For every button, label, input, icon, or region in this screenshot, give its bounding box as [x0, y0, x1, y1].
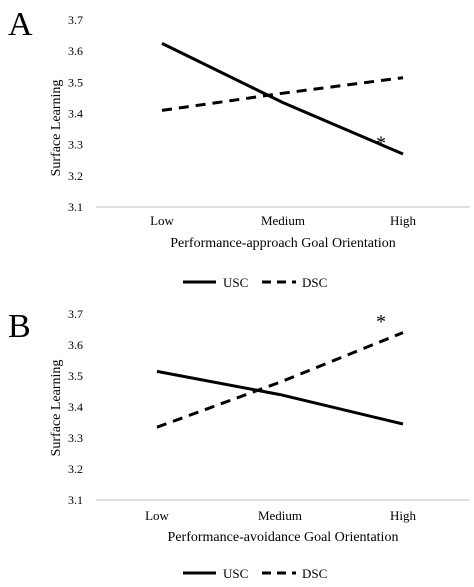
y-tick-label: 3.4	[68, 107, 83, 121]
y-tick-label: 3.4	[68, 400, 83, 414]
x-tick-label: Medium	[258, 508, 302, 523]
panel-label: B	[8, 308, 31, 345]
y-tick-label: 3.5	[68, 369, 83, 383]
x-tick-labels: Low Medium High	[145, 508, 416, 523]
y-tick-label: 3.1	[68, 493, 83, 507]
y-tick-label: 3.7	[68, 13, 83, 27]
series-line-usc	[161, 42, 404, 156]
legend: USC DSC	[183, 275, 327, 290]
y-tick-label: 3.5	[68, 75, 83, 89]
y-axis-title: Surface Learning	[49, 80, 64, 177]
y-tick-label: 3.2	[68, 462, 83, 476]
y-tick-label: 3.3	[68, 138, 83, 152]
y-tick-label: 3.7	[68, 307, 83, 321]
y-axis-title: Surface Learning	[49, 360, 64, 457]
plot-area: 3.1 3.2 3.3 3.4 3.5 3.6 3.7 Low Medium High *	[68, 13, 470, 228]
series-lines	[156, 331, 404, 429]
x-tick-label: High	[390, 508, 417, 523]
y-tick-label: 3.3	[68, 431, 83, 445]
x-axis-title: Performance-avoidance Goal Orientation	[168, 530, 399, 545]
x-tick-label: High	[390, 213, 417, 228]
significance-marker: *	[376, 311, 386, 333]
y-tick-label: 3.2	[68, 169, 83, 183]
series-line-usc	[156, 369, 404, 426]
legend-usc-label: USC	[223, 566, 248, 581]
annotations: *	[376, 311, 386, 333]
legend: USC DSC	[183, 566, 327, 581]
panel-label: A	[8, 6, 33, 43]
y-tick-label: 3.6	[68, 44, 83, 58]
series-lines	[161, 42, 404, 156]
annotations: *	[376, 133, 386, 155]
significance-marker: *	[376, 133, 386, 155]
x-tick-label: Medium	[261, 213, 305, 228]
y-tick-label: 3.1	[68, 200, 83, 214]
series-line-dsc	[161, 76, 404, 112]
y-tick-labels: 3.1 3.2 3.3 3.4 3.5 3.6 3.7	[68, 307, 83, 507]
legend-dsc-label: DSC	[302, 275, 327, 290]
legend-usc-label: USC	[223, 275, 248, 290]
series-line-dsc	[156, 331, 404, 429]
y-tick-label: 3.6	[68, 338, 83, 352]
panel-a: A 3.13.23.33.43.53.63.7 Low Medium High * …	[8, 6, 470, 290]
x-tick-label: Low	[150, 213, 174, 228]
y-tick-labels: 3.1 3.2 3.3 3.4 3.5 3.6 3.7	[68, 13, 83, 214]
plot-area: 3.1 3.2 3.3 3.4 3.5 3.6 3.7 Low Medium High *	[68, 307, 470, 523]
x-axis-title: Performance-approach Goal Orientation	[170, 236, 395, 251]
legend-dsc-label: DSC	[302, 566, 327, 581]
panel-b: B 3.13.23.33.43.53.63.7 Low Medium High * …	[8, 307, 470, 581]
x-tick-label: Low	[145, 508, 169, 523]
x-tick-labels: Low Medium High	[150, 213, 416, 228]
